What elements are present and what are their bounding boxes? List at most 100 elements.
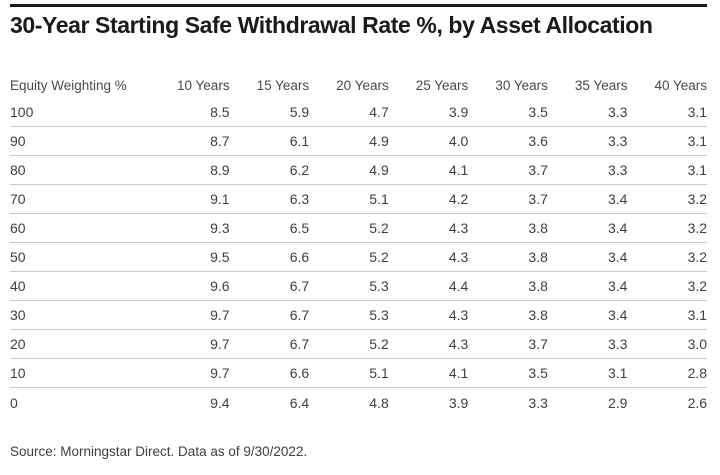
- rate-cell: 4.3: [448, 220, 469, 236]
- rate-cell: 3.4: [608, 249, 628, 265]
- col-header-equity-weighting: Equity Weighting %: [10, 77, 127, 93]
- rate-cell: 6.6: [289, 365, 310, 381]
- col-header-40-years: 40 Years: [654, 77, 708, 93]
- rate-cell: 3.8: [528, 307, 548, 323]
- rate-cell: 3.8: [528, 249, 548, 265]
- rate-cell: 4.2: [448, 191, 469, 207]
- table-row: 70 9.1 6.3 5.1 4.2 3.7 3.4 3.2: [10, 185, 707, 214]
- equity-weighting-cell: 0: [10, 394, 18, 411]
- table-header-row: Equity Weighting % 10 Years 15 Years 20 …: [10, 72, 707, 98]
- rate-cell: 3.0: [687, 336, 708, 352]
- equity-weighting-cell: 70: [10, 191, 26, 207]
- table-body: 100 8.5 5.9 4.7 3.9 3.5 3.3 3.1 90 8.7 6.1 4.9 4.0 3.…: [10, 98, 707, 417]
- rate-cell: 9.1: [210, 191, 230, 207]
- rate-cell: 3.1: [687, 133, 708, 149]
- rate-cell: 4.9: [369, 162, 389, 178]
- rate-cell: 3.6: [528, 133, 548, 149]
- rate-cell: 8.7: [210, 133, 230, 149]
- rate-cell: 9.7: [210, 365, 230, 381]
- rate-cell: 3.2: [687, 191, 708, 207]
- table-row: 30 9.7 6.7 5.3 4.3 3.8 3.4 3.1: [10, 301, 707, 330]
- rate-cell: 3.3: [608, 133, 628, 149]
- rate-cell: 3.2: [687, 278, 708, 294]
- rate-cell: 3.3: [528, 394, 548, 411]
- rate-cell: 9.7: [210, 307, 230, 323]
- equity-weighting-cell: 60: [10, 220, 26, 236]
- page-title: 30-Year Starting Safe Withdrawal Rate %,…: [10, 12, 653, 38]
- rate-cell: 3.4: [608, 191, 628, 207]
- table-row: 0 9.4 6.4 4.8 3.9 3.3 2.9 2.6: [10, 388, 707, 417]
- rate-cell: 9.6: [210, 278, 230, 294]
- table-row: 80 8.9 6.2 4.9 4.1 3.7 3.3 3.1: [10, 156, 707, 185]
- equity-weighting-cell: 90: [10, 133, 26, 149]
- rate-cell: 6.2: [289, 162, 310, 178]
- rate-cell: 3.5: [528, 104, 548, 120]
- rate-cell: 5.3: [369, 278, 389, 294]
- col-header-30-years: 30 Years: [495, 77, 548, 93]
- source-note: Source: Morningstar Direct. Data as of 9…: [10, 444, 308, 459]
- col-header-10-years: 10 Years: [177, 77, 230, 93]
- rate-cell: 2.8: [687, 365, 708, 381]
- rate-cell: 3.4: [608, 220, 628, 236]
- rate-cell: 9.3: [210, 220, 230, 236]
- rate-cell: 9.7: [210, 336, 230, 352]
- rate-cell: 9.4: [210, 394, 230, 411]
- rate-cell: 3.3: [608, 336, 628, 352]
- rate-cell: 4.1: [448, 365, 469, 381]
- rate-cell: 2.9: [608, 394, 628, 411]
- swr-table: Equity Weighting % 10 Years 15 Years 20 …: [10, 72, 707, 417]
- table-row: 50 9.5 6.6 5.2 4.3 3.8 3.4 3.2: [10, 243, 707, 272]
- rate-cell: 4.3: [448, 249, 469, 265]
- rate-cell: 3.9: [448, 104, 469, 120]
- rate-cell: 5.2: [369, 220, 389, 236]
- col-header-35-years: 35 Years: [574, 77, 628, 93]
- rate-cell: 3.4: [608, 278, 628, 294]
- top-rule: [10, 4, 707, 7]
- rate-cell: 6.7: [289, 307, 310, 323]
- rate-cell: 5.3: [369, 307, 389, 323]
- rate-cell: 5.2: [369, 336, 389, 352]
- rate-cell: 5.2: [369, 249, 389, 265]
- rate-cell: 5.1: [369, 191, 389, 207]
- rate-cell: 3.4: [608, 307, 628, 323]
- rate-cell: 6.5: [289, 220, 310, 236]
- table-row: 40 9.6 6.7 5.3 4.4 3.8 3.4 3.2: [10, 272, 707, 301]
- rate-cell: 3.1: [687, 104, 708, 120]
- rate-cell: 4.0: [448, 133, 469, 149]
- rate-cell: 3.9: [448, 394, 469, 411]
- rate-cell: 3.8: [528, 220, 548, 236]
- table-row: 20 9.7 6.7 5.2 4.3 3.7 3.3 3.0: [10, 330, 707, 359]
- rate-cell: 6.4: [289, 394, 310, 411]
- rate-cell: 9.5: [210, 249, 230, 265]
- rate-cell: 2.6: [687, 394, 708, 411]
- rate-cell: 3.1: [687, 162, 708, 178]
- rate-cell: 3.7: [528, 162, 548, 178]
- rate-cell: 3.1: [687, 307, 708, 323]
- col-header-20-years: 20 Years: [336, 77, 389, 93]
- rate-cell: 4.9: [369, 133, 389, 149]
- table-row: 100 8.5 5.9 4.7 3.9 3.5 3.3 3.1: [10, 98, 707, 127]
- equity-weighting-cell: 50: [10, 249, 26, 265]
- rate-cell: 4.4: [448, 278, 469, 294]
- col-header-25-years: 25 Years: [415, 77, 469, 93]
- rate-cell: 5.1: [369, 365, 389, 381]
- rate-cell: 3.2: [687, 249, 708, 265]
- rate-cell: 8.9: [210, 162, 230, 178]
- table-row: 90 8.7 6.1 4.9 4.0 3.6 3.3 3.1: [10, 127, 707, 156]
- rate-cell: 3.8: [528, 278, 548, 294]
- equity-weighting-cell: 10: [10, 365, 26, 381]
- rate-cell: 6.7: [289, 336, 310, 352]
- equity-weighting-cell: 100: [10, 104, 34, 120]
- equity-weighting-cell: 40: [10, 278, 26, 294]
- rate-cell: 5.9: [289, 104, 310, 120]
- rate-cell: 3.3: [608, 104, 628, 120]
- rate-cell: 6.1: [289, 133, 310, 149]
- rate-cell: 4.3: [448, 336, 469, 352]
- rate-cell: 4.7: [369, 104, 389, 120]
- equity-weighting-cell: 80: [10, 162, 26, 178]
- rate-cell: 3.5: [528, 365, 548, 381]
- rate-cell: 3.7: [528, 191, 548, 207]
- equity-weighting-cell: 20: [10, 336, 26, 352]
- rate-cell: 4.1: [448, 162, 469, 178]
